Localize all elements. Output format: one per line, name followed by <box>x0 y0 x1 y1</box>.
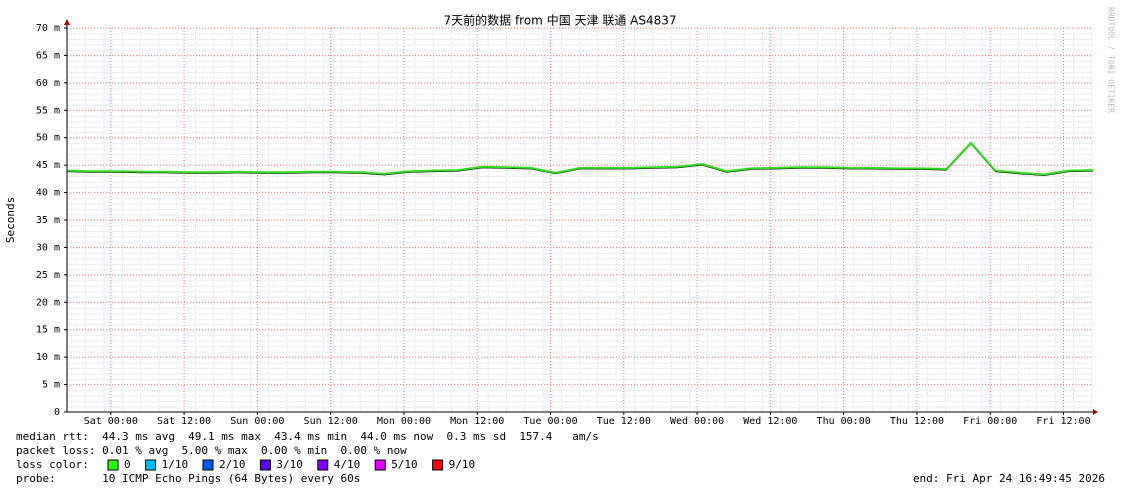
y-tick-label: 35 m <box>36 215 60 226</box>
loss-swatch <box>202 459 214 471</box>
x-tick-label: Wed 12:00 <box>743 416 797 427</box>
x-tick-label: Tue 00:00 <box>523 416 577 427</box>
y-tick-label: 20 m <box>36 297 60 308</box>
y-tick-label: 25 m <box>36 270 60 281</box>
y-tick-label: 60 m <box>36 78 60 89</box>
x-tick-label: Sat 12:00 <box>157 416 211 427</box>
plot <box>66 27 1094 412</box>
y-tick-label: 70 m <box>36 23 60 34</box>
y-tick-label: 40 m <box>36 188 60 199</box>
x-tick-label: Mon 12:00 <box>450 416 504 427</box>
y-tick-label: 5 m <box>42 380 60 391</box>
x-tick-label: Mon 00:00 <box>377 416 431 427</box>
x-tick-label: Sat 00:00 <box>84 416 138 427</box>
y-tick-label: 10 m <box>36 352 60 363</box>
loss-label: 0 <box>124 458 131 471</box>
y-axis-label: Seconds <box>4 197 17 243</box>
loss-title: loss color: <box>16 458 89 471</box>
y-tick-label: 0 <box>54 407 60 418</box>
x-arrow <box>1093 409 1098 415</box>
x-tick-label: Thu 00:00 <box>817 416 871 427</box>
stats-line: median rtt: 44.3 ms avg 49.1 ms max 43.4… <box>16 430 599 443</box>
x-tick-label: Wed 00:00 <box>670 416 724 427</box>
x-tick-label: Fri 12:00 <box>1036 416 1090 427</box>
loss-swatch <box>145 459 157 471</box>
y-tick-label: 45 m <box>36 160 60 171</box>
loss-label: 2/10 <box>219 458 246 471</box>
y-tick-label: 65 m <box>36 50 60 61</box>
loss-swatch <box>432 459 444 471</box>
chart-title: 7天前的数据 from 中国 天津 联通 AS4837 <box>444 13 677 28</box>
loss-label: 4/10 <box>334 458 361 471</box>
watermark: RRDTOOL / TOBI OETIKER <box>1107 7 1116 113</box>
x-tick-label: Tue 12:00 <box>597 416 651 427</box>
y-tick-label: 15 m <box>36 325 60 336</box>
loss-swatch <box>374 459 386 471</box>
loss-label: 3/10 <box>276 458 303 471</box>
end-time: end: Fri Apr 24 16:49:45 2026 <box>913 472 1105 485</box>
loss-swatch <box>317 459 329 471</box>
loss-label: 5/10 <box>391 458 418 471</box>
y-tick-label: 55 m <box>36 105 60 116</box>
x-tick-label: Fri 00:00 <box>963 416 1017 427</box>
loss-label: 1/10 <box>162 458 189 471</box>
loss-label: 9/10 <box>449 458 476 471</box>
median-line <box>66 141 1094 176</box>
y-tick-label: 50 m <box>36 133 60 144</box>
probe: probe: 10 ICMP Echo Pings (64 Bytes) eve… <box>16 472 360 485</box>
y-arrow <box>64 19 70 25</box>
x-tick-label: Sun 00:00 <box>230 416 284 427</box>
loss-swatch <box>259 459 271 471</box>
x-tick-label: Sun 12:00 <box>304 416 358 427</box>
loss-swatch <box>107 459 119 471</box>
x-tick-label: Thu 12:00 <box>890 416 944 427</box>
y-tick-label: 30 m <box>36 242 60 253</box>
stats-line: packet loss: 0.01 % avg 5.00 % max 0.00 … <box>16 444 407 457</box>
